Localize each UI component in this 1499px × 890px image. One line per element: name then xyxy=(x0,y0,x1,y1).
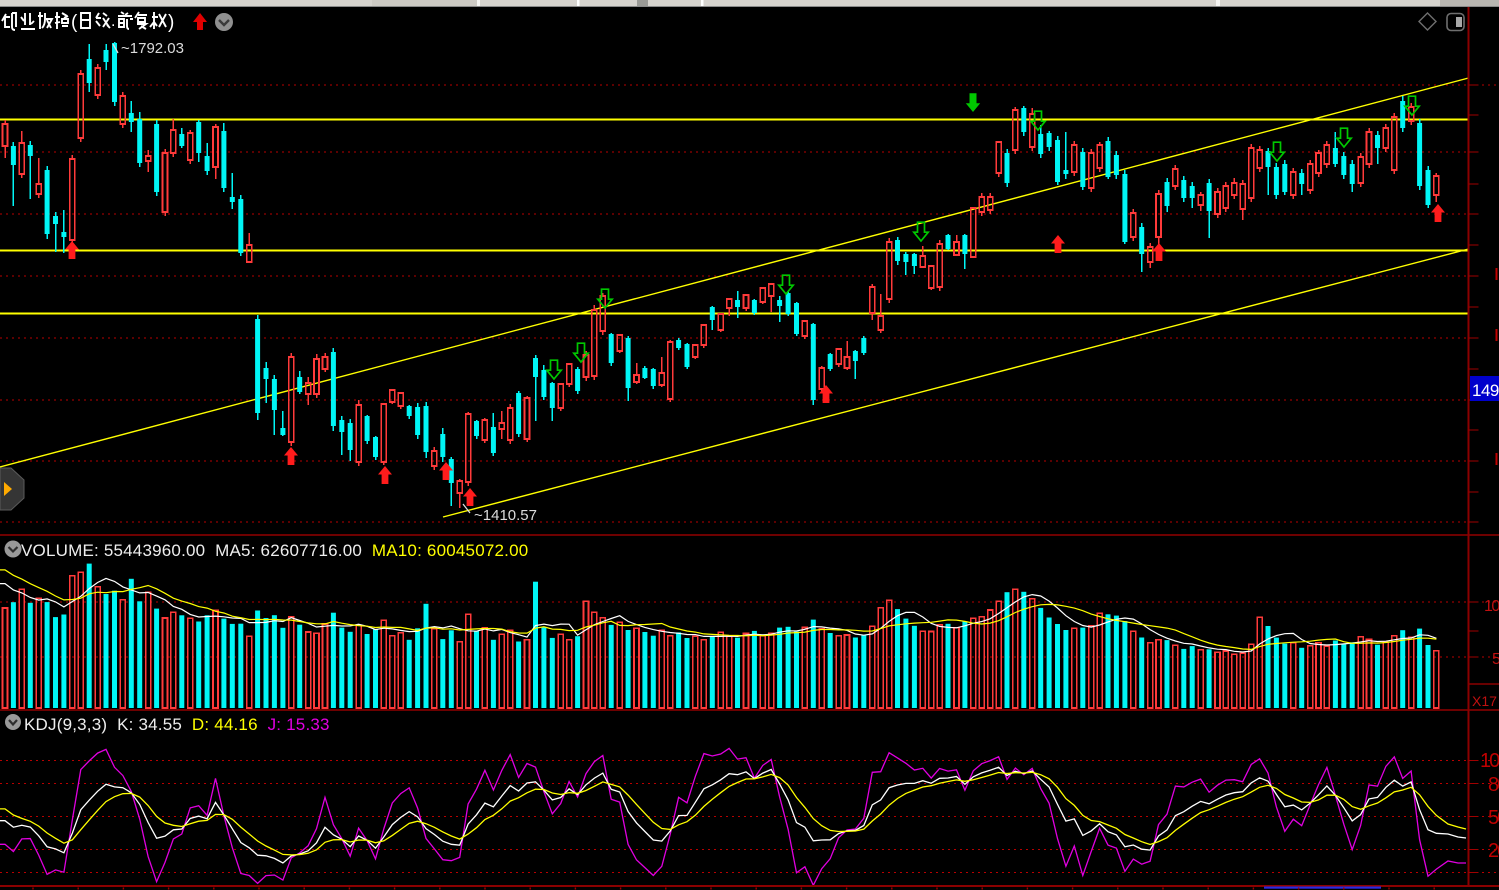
svg-text:): ) xyxy=(168,12,174,33)
svg-text:~1792.03: ~1792.03 xyxy=(121,40,184,57)
svg-text:VOLUME: 55443960.00 MA5: 6260: VOLUME: 55443960.00 MA5: 62607716.00 MA1… xyxy=(21,541,528,560)
svg-text:100: 100 xyxy=(1480,750,1499,772)
svg-text:80: 80 xyxy=(1488,774,1499,796)
svg-text:50: 50 xyxy=(1488,807,1499,829)
svg-text:50: 50 xyxy=(1492,651,1499,668)
svg-text:X17: X17 xyxy=(1472,693,1497,709)
svg-text:~1410.57: ~1410.57 xyxy=(474,507,537,524)
svg-text:1497: 1497 xyxy=(1472,381,1499,400)
svg-text:.: . xyxy=(111,13,115,30)
svg-text:20: 20 xyxy=(1488,840,1499,862)
svg-text:KDJ(9,3,3) K: 34.55 D: 44.16: KDJ(9,3,3) K: 34.55 D: 44.16 J: 15.33 xyxy=(24,715,330,734)
svg-text:100: 100 xyxy=(1484,598,1499,615)
svg-text:(: ( xyxy=(71,12,78,33)
